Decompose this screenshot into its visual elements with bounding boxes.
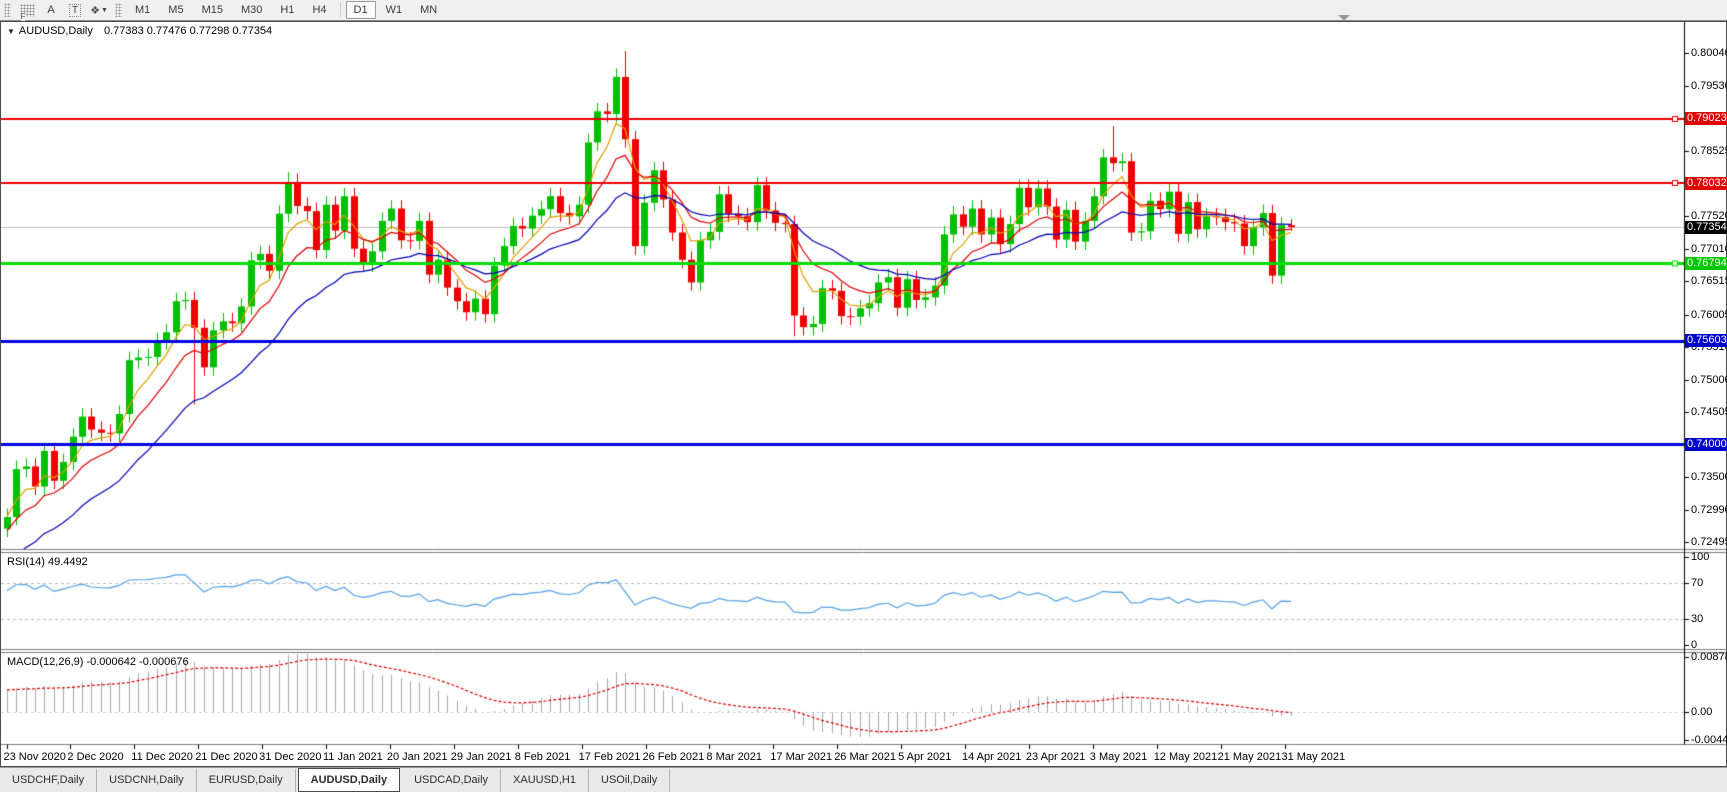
price-line-label[interactable]: 0.78032 [1685, 176, 1727, 190]
price-line-label[interactable]: 0.79023 [1685, 112, 1727, 126]
rsi-indicator-label: RSI(14) 49.4492 [7, 556, 88, 568]
price-axis-tick: 0.74505 [1691, 405, 1727, 418]
date-axis-label: 11 Jan 2021 [323, 751, 383, 763]
price-axis-tick: 0.77520 [1691, 210, 1727, 223]
price-axis-tick: 0.72495 [1691, 535, 1727, 548]
chart-tab-eurusd[interactable]: EURUSD,Daily [197, 768, 296, 792]
macd-indicator-label: MACD(12,26,9) -0.000642 -0.000676 [7, 656, 189, 668]
rsi-axis-label: 100 [1691, 551, 1710, 563]
date-axis-label: 26 Feb 2021 [642, 751, 705, 763]
text-label-icon[interactable]: T [64, 1, 86, 19]
date-axis-label: 31 May 2021 [1281, 751, 1346, 763]
price-chart-canvas[interactable] [1, 22, 1726, 766]
price-line-label[interactable]: 0.75603 [1685, 334, 1727, 348]
price-axis-tick: 0.80040 [1691, 47, 1727, 59]
chart-ohlc-values: 0.77383 0.77476 0.77298 0.77354 [103, 25, 273, 37]
rsi-axis-label: 70 [1691, 577, 1704, 590]
price-axis-tick: 0.79530 [1691, 80, 1727, 93]
chart-symbol-period: AUDUSD,Daily [18, 25, 93, 37]
chart-tab-usdcnh[interactable]: USDCNH,Daily [97, 768, 197, 792]
cursor-tools-icon[interactable]: ❖ ▼ [90, 4, 108, 17]
text-annotation-icon[interactable]: A [47, 4, 55, 16]
date-axis-label: 29 Jan 2021 [450, 751, 512, 763]
price-axis-tick: 0.76515 [1691, 275, 1727, 288]
price-line-label[interactable]: 0.76794 [1685, 256, 1727, 270]
toolbar-grip[interactable] [4, 3, 11, 17]
date-axis-label: 31 Dec 2020 [259, 751, 322, 763]
date-axis-label: 14 Apr 2021 [962, 751, 1022, 763]
date-axis-label: 17 Feb 2021 [578, 751, 641, 763]
timeframe-d1-button[interactable]: D1 [345, 1, 376, 19]
date-axis-label: 8 Feb 2021 [514, 751, 571, 763]
toolbar: F A T ❖ ▼ M1 M5 M15 M30 H1 H4 D1 W1 MN [0, 0, 1727, 21]
toolbar-separator [339, 3, 341, 17]
price-line-label[interactable]: 0.74000 [1685, 437, 1727, 451]
date-axis-label: 23 Apr 2021 [1025, 751, 1086, 763]
indicators-grid-icon[interactable]: F [16, 1, 38, 21]
timeframe-mn-button[interactable]: MN [420, 4, 438, 16]
date-axis-label: 2 Dec 2020 [67, 751, 124, 763]
timeframe-m1-button[interactable]: M1 [135, 4, 151, 16]
timeframe-m30-button[interactable]: M30 [240, 4, 263, 16]
date-axis-label: 20 Jan 2021 [386, 751, 448, 763]
date-axis-label: 21 Dec 2020 [195, 751, 258, 763]
rsi-axis-label: 30 [1691, 612, 1704, 625]
date-axis-label: 26 Mar 2021 [834, 751, 896, 763]
price-axis-tick: 0.72990 [1691, 503, 1727, 516]
chart-tab-bar: USDCHF,Daily USDCNH,Daily EURUSD,Daily AUDU… [0, 767, 1727, 792]
current-price-label: 0.77354 [1685, 220, 1727, 234]
macd-axis-label: -0.004451 [1691, 733, 1727, 746]
date-axis-label: 5 Apr 2021 [898, 751, 952, 763]
date-axis-label: 17 Mar 2021 [770, 751, 833, 763]
chart-tab-usdchf[interactable]: USDCHF,Daily [0, 768, 98, 792]
price-axis-tick: 0.76005 [1691, 308, 1727, 321]
timeframe-m5-button[interactable]: M5 [168, 4, 184, 16]
chart-dropdown-icon[interactable]: ▼ [7, 27, 15, 36]
macd-axis-label: 0.00 [1691, 706, 1713, 718]
chart-tab-xauusd[interactable]: XAUUSD,H1 [501, 768, 589, 792]
timeframe-w1-button[interactable]: W1 [385, 4, 403, 16]
date-axis-label: 21 May 2021 [1217, 751, 1282, 763]
price-axis-tick: 0.73500 [1691, 470, 1727, 483]
dropdown-caret-icon[interactable]: ▼ [100, 6, 108, 14]
date-axis-label: 12 May 2021 [1153, 751, 1218, 763]
macd-axis-label: 0.008782 [1691, 651, 1727, 663]
price-axis-tick: 0.75000 [1691, 373, 1727, 386]
price-axis-tick: 0.78525 [1691, 145, 1727, 158]
splitter-grip-icon[interactable] [1338, 15, 1350, 21]
rsi-axis-label: 0 [1691, 639, 1698, 651]
timeframe-m15-button[interactable]: M15 [201, 4, 223, 16]
date-axis-label: 23 Nov 2020 [3, 751, 66, 763]
date-axis-label: 11 Dec 2020 [131, 751, 193, 763]
date-axis-label: 8 Mar 2021 [706, 751, 763, 763]
price-axis-tick: 0.77010 [1691, 243, 1727, 256]
timeframe-h4-button[interactable]: H4 [312, 4, 327, 16]
chart-tab-usdcad[interactable]: USDCAD,Daily [402, 768, 502, 792]
grid-f-icon: F [19, 3, 35, 21]
timeframe-h1-button[interactable]: H1 [280, 4, 295, 16]
chart-tab-usoil[interactable]: USOil,Daily [589, 768, 671, 792]
toolbar-grip[interactable] [115, 3, 122, 17]
chart-window: ▼ AUDUSD,Daily 0.77383 0.77476 0.77298 0.… [0, 21, 1727, 767]
chart-title: ▼ AUDUSD,Daily 0.77383 0.77476 0.77298 0.… [7, 25, 272, 37]
date-axis-label: 3 May 2021 [1089, 751, 1148, 763]
chart-tab-audusd[interactable]: AUDUSD,Daily [297, 768, 401, 792]
